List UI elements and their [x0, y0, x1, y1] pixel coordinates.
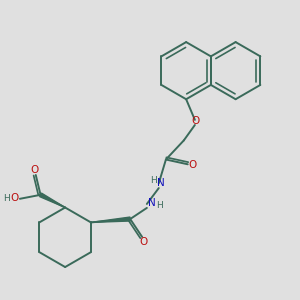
Text: H: H [156, 201, 163, 210]
Polygon shape [40, 193, 65, 208]
Text: H: H [150, 176, 157, 185]
Polygon shape [91, 217, 130, 222]
Text: O: O [31, 165, 39, 175]
Text: O: O [10, 193, 19, 203]
Text: O: O [191, 116, 200, 126]
Text: O: O [140, 237, 148, 247]
Text: N: N [157, 178, 165, 188]
Text: O: O [189, 160, 197, 170]
Text: N: N [148, 198, 155, 208]
Text: H: H [3, 194, 10, 202]
